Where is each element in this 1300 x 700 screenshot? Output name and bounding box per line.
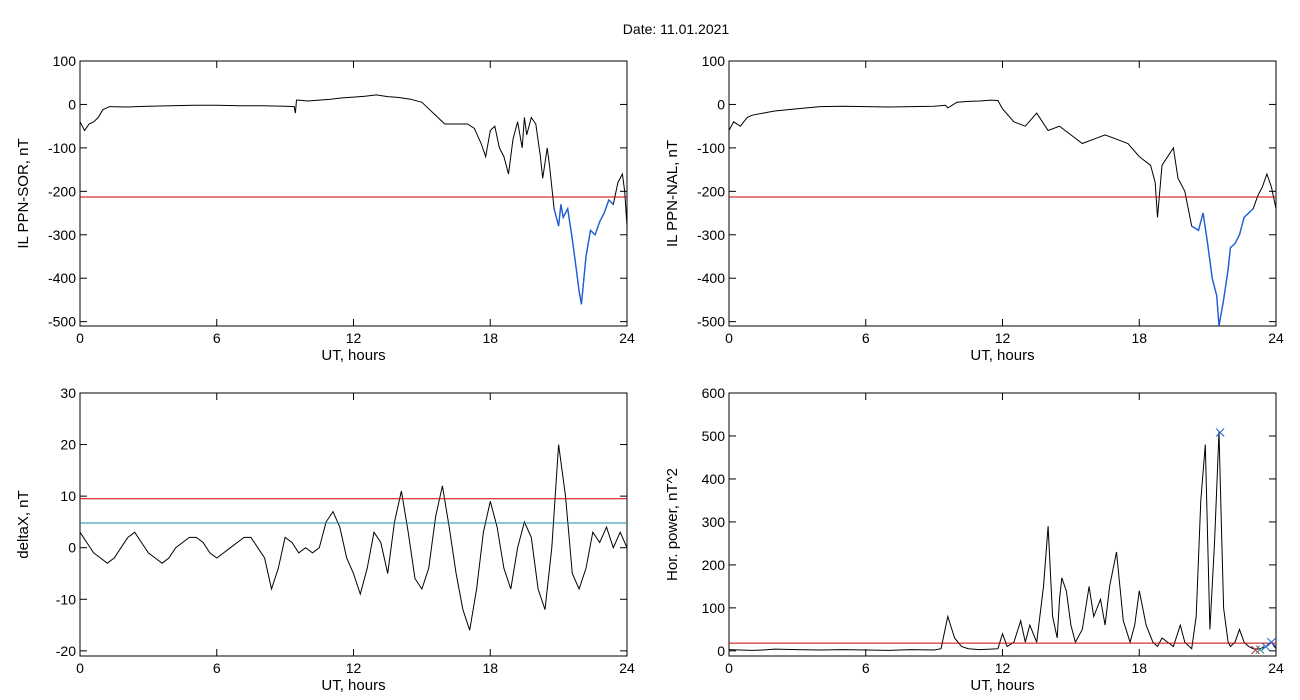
x-axis-label: UT, hours <box>321 677 385 694</box>
y-tick-label: -300 <box>48 227 76 243</box>
series-line <box>729 99 1276 326</box>
y-tick-label: 100 <box>702 53 726 69</box>
y-tick-label: -400 <box>697 270 725 286</box>
x-axis-label: UT, hours <box>970 677 1034 694</box>
x-tick-label: 6 <box>862 330 870 346</box>
panel-sor: 0 6 12 18 24 100 0 -100 -200 -300 -400 -500 UT, hour… <box>15 53 635 364</box>
y-tick-label: 400 <box>702 471 726 487</box>
series-line <box>729 431 1276 651</box>
y-axis-label: Hor. power, nT^2 <box>664 468 681 581</box>
x-tick-label: 18 <box>482 330 498 346</box>
series-highlight <box>1191 208 1254 326</box>
y-axis-label: IL PPN-NAL, nT <box>664 140 681 247</box>
plot-frame <box>728 60 1277 327</box>
x-tick-label: 24 <box>1268 330 1284 346</box>
x-tick-label: 12 <box>995 660 1011 676</box>
x-tick-label: 6 <box>213 660 221 676</box>
y-tick-label: 200 <box>702 557 726 573</box>
peak-marker-stroke <box>1215 428 1225 437</box>
peak-marker <box>1255 645 1265 654</box>
peak-marker <box>1215 428 1225 437</box>
y-tick-label: 10 <box>60 488 76 504</box>
y-tick-label: -200 <box>48 183 76 199</box>
x-axis-label: UT, hours <box>970 347 1034 364</box>
series-line <box>80 94 627 305</box>
date-title: Date: 11.01.2021 <box>623 21 730 37</box>
x-tick-label: 18 <box>1131 330 1147 346</box>
y-tick-label: -200 <box>697 183 725 199</box>
x-axis-label: UT, hours <box>321 347 385 364</box>
y-tick-label: 300 <box>702 514 726 530</box>
x-tick-label: 0 <box>725 660 733 676</box>
x-tick-label: 6 <box>862 660 870 676</box>
y-tick-label: -500 <box>697 314 725 330</box>
x-tick-label: 24 <box>1268 660 1284 676</box>
y-tick-label: -400 <box>48 270 76 286</box>
y-tick-label: 600 <box>702 385 726 401</box>
panel-power: 0 6 12 18 24 600 500 400 300 200 100 0 UT, hours Hor.… <box>664 385 1284 694</box>
x-tick-label: 24 <box>619 330 635 346</box>
x-tick-label: 18 <box>482 660 498 676</box>
series-highlight <box>553 198 614 305</box>
y-tick-label: 100 <box>53 53 77 69</box>
y-tick-label: -500 <box>48 314 76 330</box>
panel-nal: 0 6 12 18 24 100 0 -100 -200 -300 -400 -500 UT, hour… <box>664 53 1284 364</box>
y-tick-label: -300 <box>697 227 725 243</box>
y-tick-label: 0 <box>717 643 725 659</box>
y-tick-label: 100 <box>702 600 726 616</box>
x-tick-label: 0 <box>76 330 84 346</box>
y-tick-label: 20 <box>60 437 76 453</box>
y-tick-label: 30 <box>60 385 76 401</box>
plot-frame <box>728 392 1277 657</box>
y-tick-label: -100 <box>697 140 725 156</box>
y-tick-label: 0 <box>68 540 76 556</box>
x-tick-label: 0 <box>725 330 733 346</box>
peak-marker-stroke <box>1267 637 1276 647</box>
y-axis-label: IL PPN-SOR, nT <box>15 138 32 248</box>
x-tick-label: 24 <box>619 660 635 676</box>
y-tick-label: 0 <box>68 96 76 112</box>
plot-frame <box>79 392 628 657</box>
peak-marker <box>1267 637 1276 647</box>
x-tick-label: 18 <box>1131 660 1147 676</box>
x-tick-label: 0 <box>76 660 84 676</box>
x-tick-label: 6 <box>213 330 221 346</box>
x-tick-label: 12 <box>346 330 362 346</box>
y-tick-label: -10 <box>56 591 76 607</box>
y-tick-label: -20 <box>56 643 76 659</box>
panel-deltax: 0 6 12 18 24 30 20 10 0 -10 -20 UT, hours deltaX, nT <box>15 385 635 694</box>
x-tick-label: 12 <box>346 660 362 676</box>
peak-marker-stroke <box>1255 645 1265 654</box>
y-tick-label: -100 <box>48 140 76 156</box>
peak-marker <box>1261 642 1271 651</box>
y-axis-label: deltaX, nT <box>15 490 32 558</box>
x-tick-label: 12 <box>995 330 1011 346</box>
peak-marker-stroke <box>1261 642 1271 651</box>
y-tick-label: 0 <box>717 96 725 112</box>
series-line <box>80 444 627 631</box>
y-tick-label: 500 <box>702 428 726 444</box>
plot-frame <box>79 60 628 327</box>
